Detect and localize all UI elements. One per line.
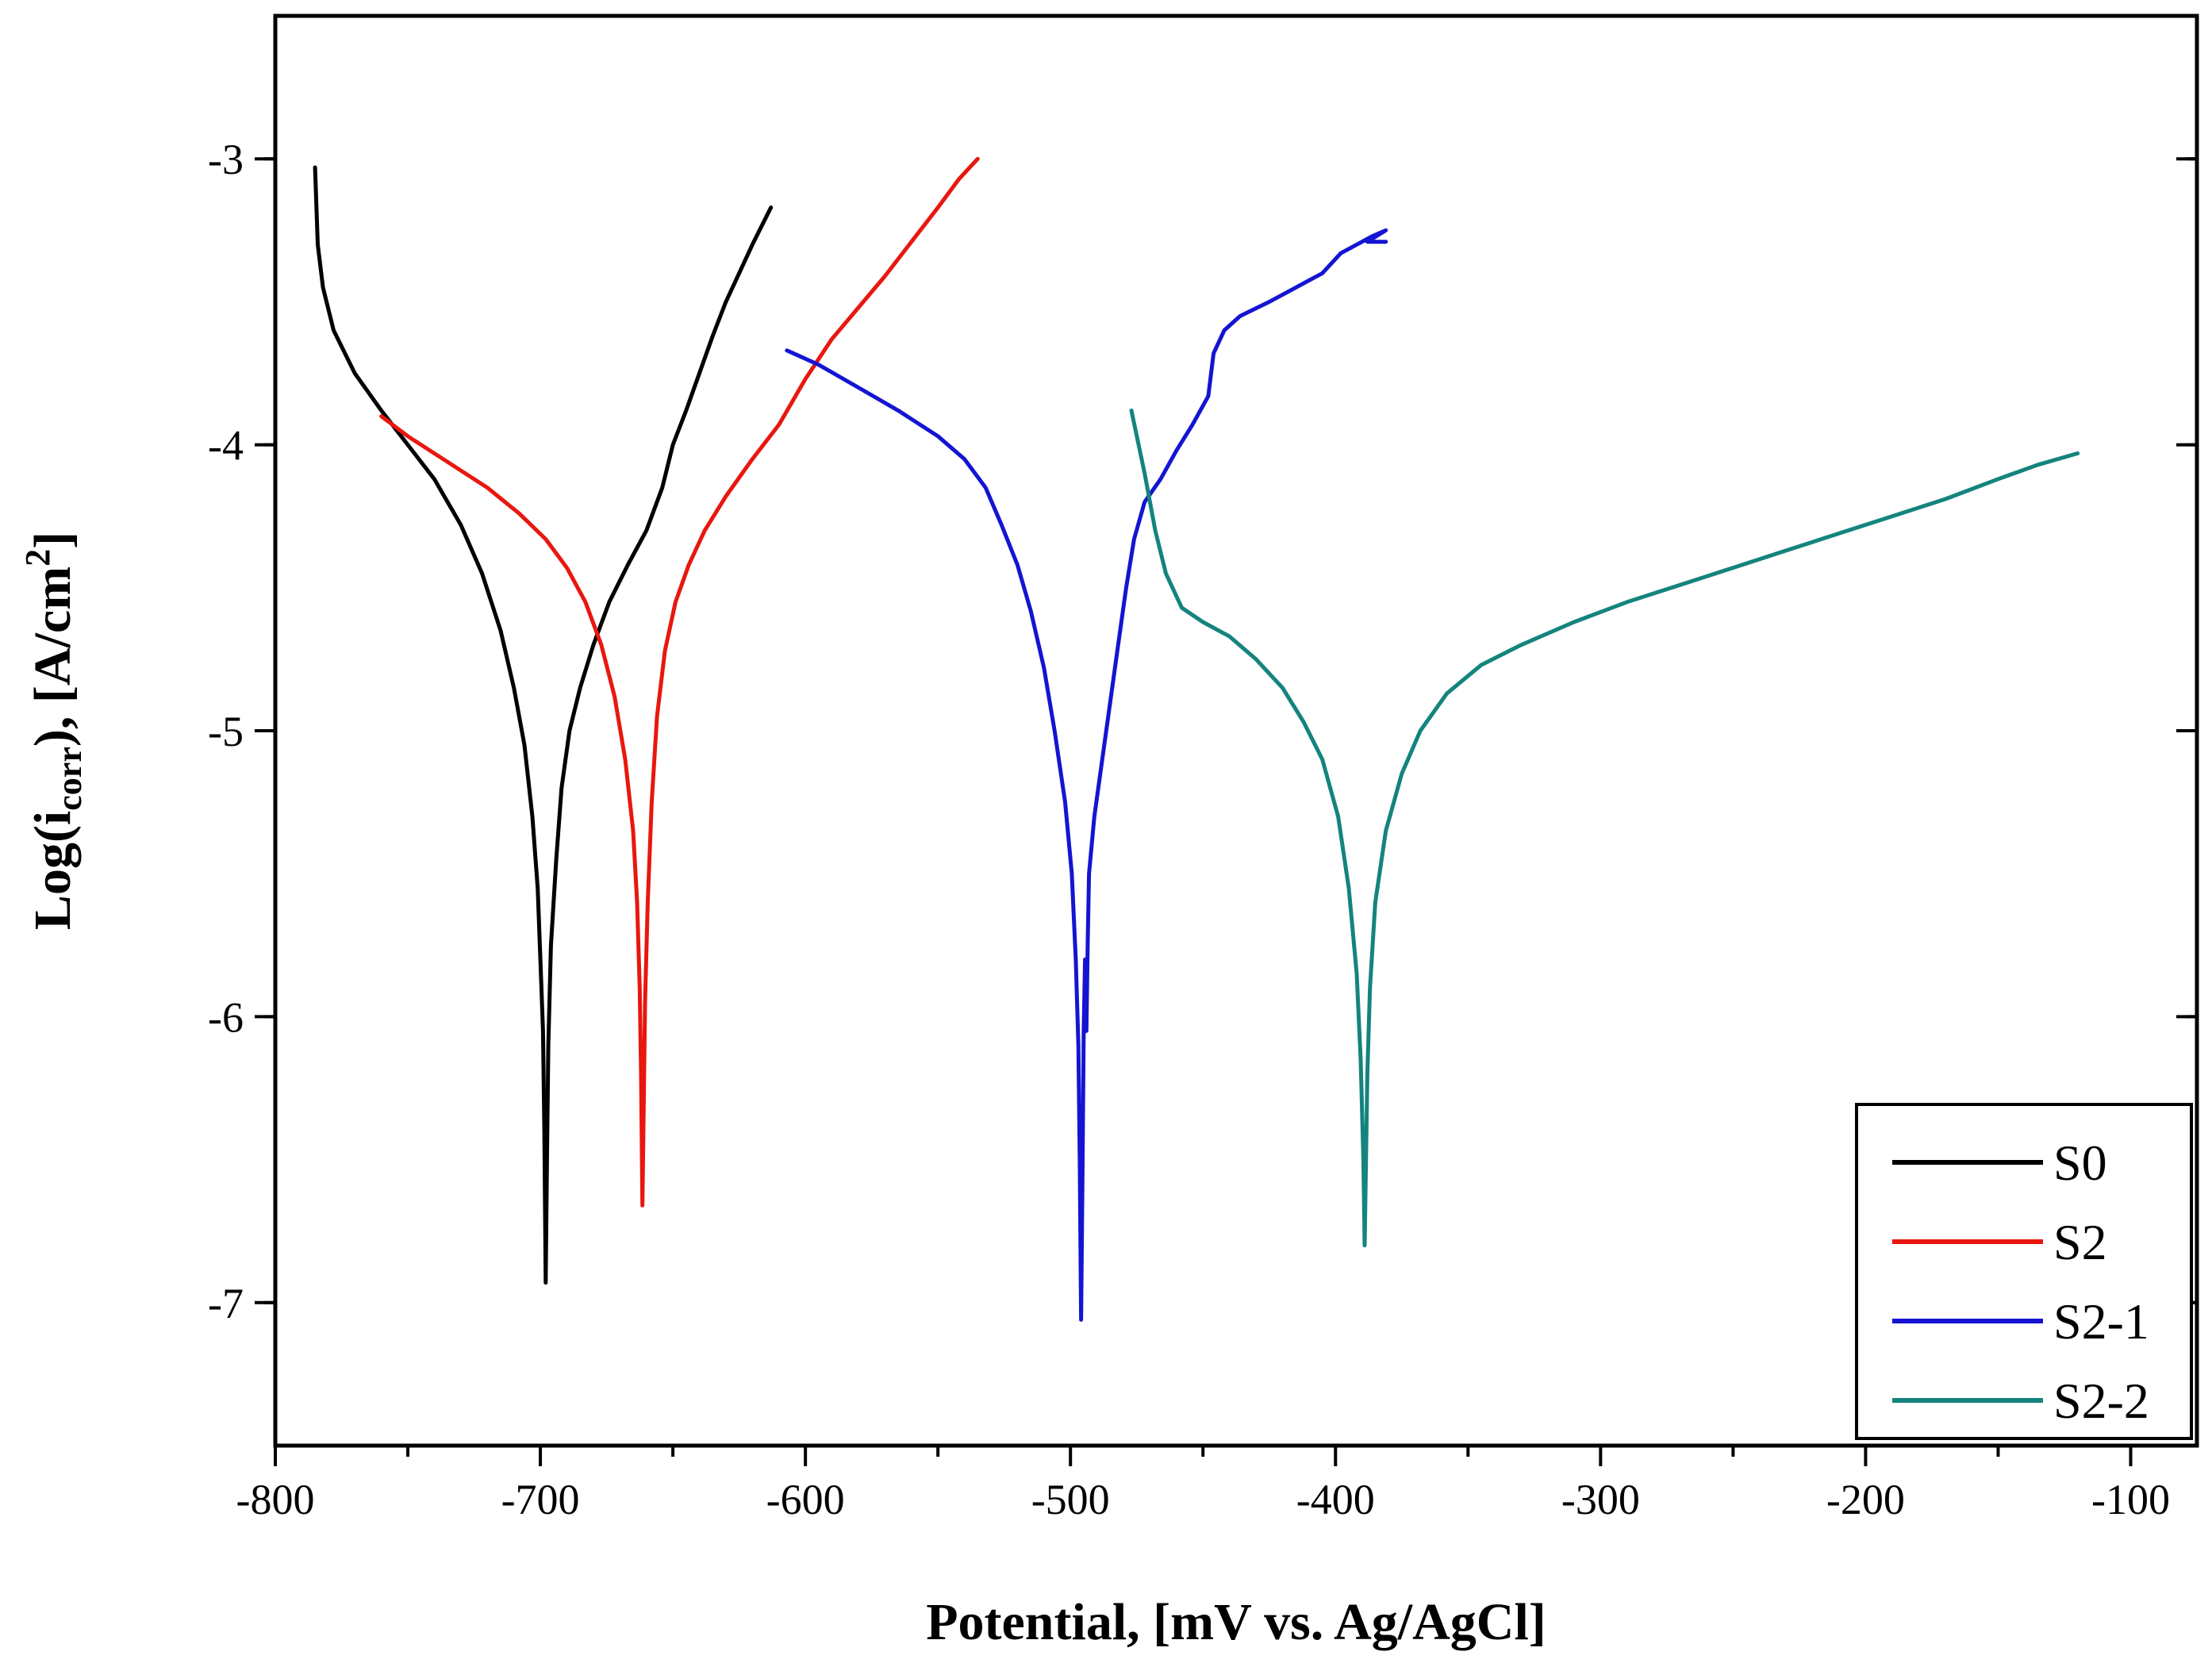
legend-label-s2-1: S2-1 <box>2053 1293 2149 1350</box>
x-tick-label: -300 <box>1561 1476 1640 1523</box>
series-line-s0 <box>313 165 774 1285</box>
x-tick-label: -400 <box>1296 1476 1375 1523</box>
y-axis-title-mid: ), [A/cm <box>24 566 82 747</box>
y-axis-title: Log(icorr), [A/cm2] <box>18 532 89 930</box>
series-line-s2 <box>379 156 980 1208</box>
y-tick-label: -4 <box>208 422 244 470</box>
axis-ticks: -800 -700 -600 -500 -400 -300 -200 -100 -7 -6 -5 -4… <box>208 136 2197 1523</box>
legend-label-s2-2: S2-2 <box>2053 1373 2149 1429</box>
legend-label-s0: S0 <box>2053 1135 2107 1191</box>
x-axis-title: Potential, [mV vs. Ag/AgCl] <box>926 1593 1546 1651</box>
x-tick-label: -500 <box>1031 1476 1110 1523</box>
y-tick-label: -5 <box>208 708 244 755</box>
y-tick-label: -7 <box>208 1280 244 1327</box>
y-tick-label: -6 <box>208 993 244 1041</box>
y-tick-label: -3 <box>208 136 244 183</box>
x-tick-label: -700 <box>501 1476 580 1523</box>
y-axis-title-end: ] <box>24 532 82 549</box>
legend-label-s2: S2 <box>2053 1214 2107 1270</box>
y-axis-title-sup: 2 <box>18 549 57 566</box>
x-tick-label: -800 <box>236 1476 315 1523</box>
x-tick-label: -600 <box>766 1476 845 1523</box>
series-line-s2-1 <box>785 228 1388 1322</box>
y-axis-title-main: Log(i <box>24 811 82 930</box>
x-tick-label: -200 <box>1826 1476 1905 1523</box>
x-tick-label: -100 <box>2091 1476 2170 1523</box>
series-line-s2-2 <box>1129 408 2080 1248</box>
legend: S0 S2 S2-1 S2-2 <box>1855 1103 2193 1440</box>
y-axis-title-sub: corr <box>50 747 89 811</box>
series-layer <box>313 156 2080 1322</box>
